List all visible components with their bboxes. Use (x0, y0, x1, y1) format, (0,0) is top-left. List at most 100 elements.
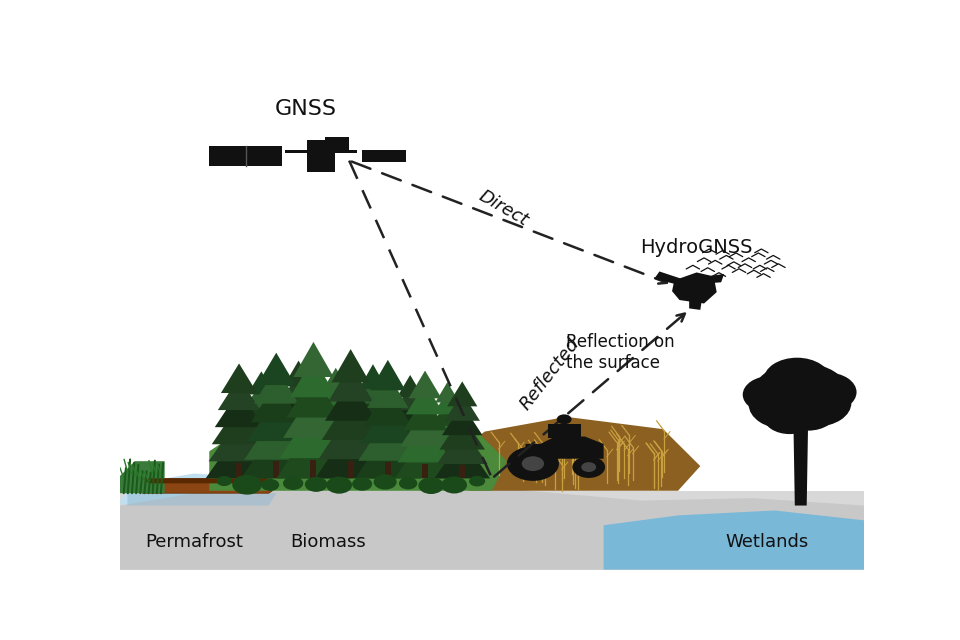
Polygon shape (315, 401, 357, 433)
Polygon shape (409, 371, 442, 398)
Polygon shape (248, 397, 305, 441)
Polygon shape (525, 436, 604, 459)
Text: Reflection on
the surface: Reflection on the surface (566, 333, 675, 372)
Polygon shape (310, 423, 362, 461)
Polygon shape (355, 429, 420, 479)
Polygon shape (290, 358, 337, 397)
Circle shape (442, 476, 467, 493)
Polygon shape (120, 77, 864, 491)
Polygon shape (388, 415, 432, 449)
Text: Direct: Direct (475, 186, 531, 229)
Polygon shape (459, 465, 466, 479)
Polygon shape (324, 137, 349, 150)
Polygon shape (218, 377, 260, 410)
Polygon shape (395, 385, 425, 410)
Polygon shape (331, 349, 370, 382)
Text: GNSS: GNSS (275, 99, 337, 118)
Polygon shape (386, 426, 434, 461)
Polygon shape (793, 417, 808, 506)
Polygon shape (689, 300, 702, 310)
Polygon shape (442, 404, 483, 435)
Polygon shape (351, 399, 395, 433)
Polygon shape (672, 273, 717, 303)
Polygon shape (395, 434, 456, 479)
Polygon shape (276, 396, 322, 431)
Polygon shape (245, 382, 277, 408)
Circle shape (753, 363, 849, 427)
Polygon shape (241, 427, 312, 479)
Circle shape (780, 380, 852, 427)
Polygon shape (257, 353, 296, 385)
Polygon shape (128, 493, 276, 506)
Polygon shape (274, 461, 279, 479)
Polygon shape (367, 374, 409, 408)
Circle shape (419, 477, 444, 494)
Polygon shape (406, 383, 444, 414)
Polygon shape (431, 401, 464, 426)
Polygon shape (251, 382, 301, 422)
Polygon shape (221, 364, 257, 393)
Polygon shape (296, 447, 301, 461)
Polygon shape (212, 404, 266, 444)
Polygon shape (425, 429, 469, 461)
Polygon shape (348, 461, 353, 479)
Polygon shape (397, 375, 423, 397)
Polygon shape (276, 422, 350, 479)
Polygon shape (437, 427, 488, 464)
Polygon shape (701, 274, 724, 284)
Polygon shape (364, 388, 412, 426)
Polygon shape (444, 451, 450, 461)
Text: Reflected: Reflected (516, 335, 583, 413)
Polygon shape (435, 382, 460, 403)
Polygon shape (362, 150, 406, 161)
Polygon shape (400, 409, 450, 447)
Circle shape (780, 393, 836, 431)
Polygon shape (391, 405, 430, 436)
Polygon shape (283, 390, 344, 438)
Polygon shape (120, 481, 864, 570)
Polygon shape (120, 474, 284, 530)
Polygon shape (294, 342, 333, 377)
Polygon shape (393, 396, 428, 423)
Polygon shape (244, 412, 308, 460)
Text: Biomass: Biomass (291, 534, 366, 552)
Polygon shape (205, 431, 273, 479)
Circle shape (763, 399, 816, 434)
Polygon shape (320, 379, 352, 406)
Polygon shape (444, 393, 480, 420)
Polygon shape (319, 410, 383, 460)
Polygon shape (238, 413, 285, 448)
Polygon shape (120, 491, 864, 570)
Polygon shape (347, 421, 399, 461)
Polygon shape (333, 449, 339, 461)
Polygon shape (548, 424, 582, 438)
Circle shape (217, 476, 231, 486)
Circle shape (507, 447, 559, 481)
Polygon shape (120, 461, 165, 493)
Circle shape (261, 479, 279, 491)
Polygon shape (317, 390, 354, 420)
Polygon shape (407, 449, 413, 461)
Polygon shape (358, 416, 418, 461)
Polygon shape (236, 463, 242, 479)
Circle shape (581, 462, 596, 472)
Polygon shape (286, 374, 341, 417)
Circle shape (373, 474, 396, 490)
Polygon shape (371, 360, 405, 390)
Polygon shape (325, 380, 376, 420)
Polygon shape (253, 367, 299, 404)
Circle shape (469, 476, 485, 486)
Polygon shape (322, 395, 379, 440)
Text: Permafrost: Permafrost (146, 534, 243, 552)
Polygon shape (385, 462, 391, 479)
Polygon shape (278, 384, 319, 417)
Circle shape (283, 477, 303, 490)
Polygon shape (307, 140, 335, 172)
Polygon shape (433, 392, 462, 414)
Circle shape (326, 477, 352, 493)
Circle shape (797, 372, 856, 412)
Text: Wetlands: Wetlands (726, 534, 809, 552)
Polygon shape (422, 463, 428, 479)
Polygon shape (142, 479, 269, 483)
Polygon shape (209, 146, 282, 166)
